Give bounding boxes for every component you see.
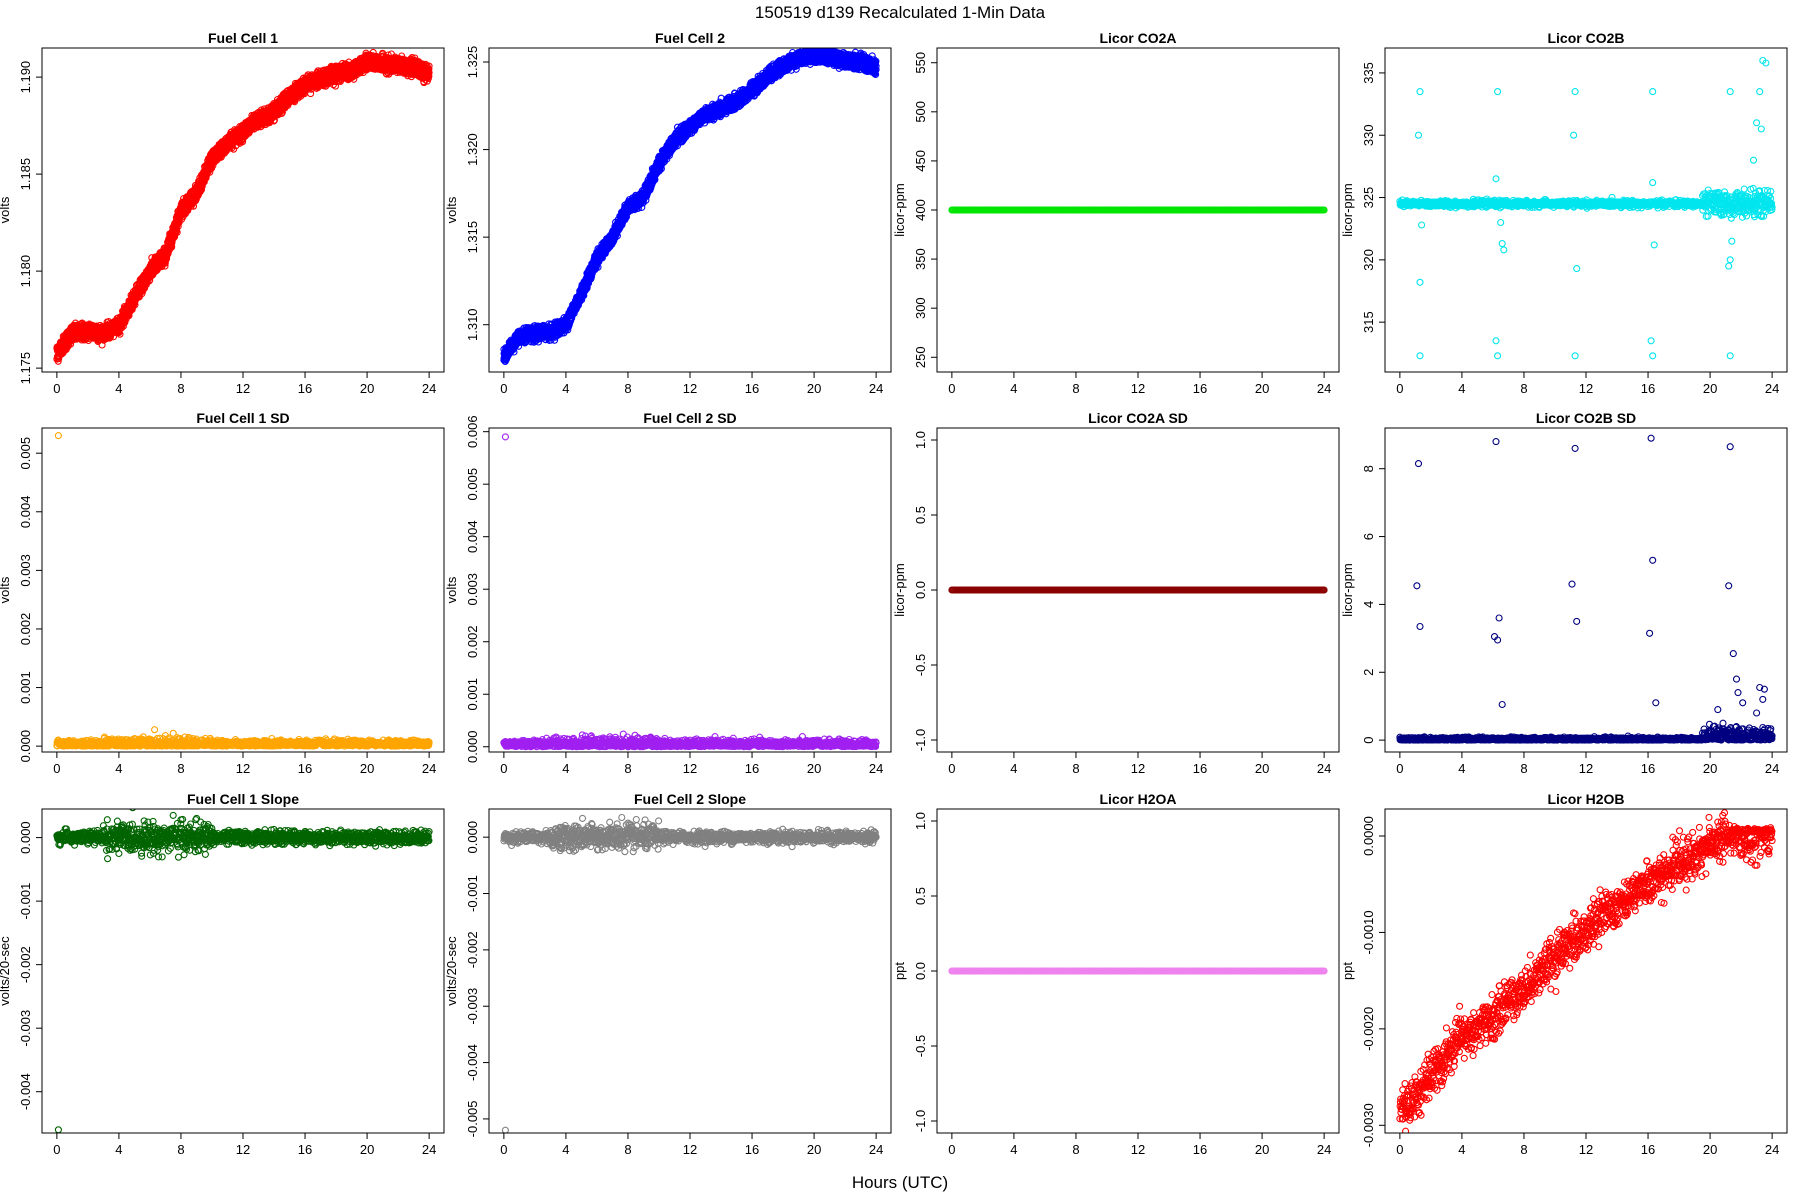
figure-title: 150519 d139 Recalculated 1-Min Data — [755, 3, 1046, 22]
y-tick-label: 1.320 — [465, 133, 480, 166]
data-point — [583, 283, 591, 292]
data-point — [580, 291, 588, 300]
panel-title: Fuel Cell 1 — [208, 30, 278, 46]
x-tick-label: 0 — [500, 381, 507, 396]
plot-frame — [41, 47, 445, 373]
x-tick-label: 16 — [298, 381, 312, 396]
x-tick-label: 8 — [177, 381, 184, 396]
data-points — [53, 48, 433, 365]
y-tick-label: 1.190 — [18, 61, 33, 94]
data-point — [197, 183, 205, 191]
data-point — [174, 222, 182, 230]
data-points — [500, 48, 880, 366]
data-point — [307, 90, 315, 98]
data-point — [642, 196, 650, 204]
data-point — [425, 62, 433, 70]
data-point — [425, 65, 433, 73]
y-tick-label: 1.310 — [465, 308, 480, 341]
x-tick-label: 16 — [745, 381, 759, 396]
x-tick-label: 24 — [869, 381, 883, 396]
y-tick-label: 1.180 — [18, 255, 33, 288]
data-point — [98, 341, 106, 349]
x-tick-label: 12 — [236, 381, 250, 396]
data-point — [425, 69, 433, 77]
y-axis-label: volts — [0, 196, 12, 223]
y-tick-label: 1.185 — [18, 158, 33, 191]
y-tick-label: 1.325 — [465, 46, 480, 79]
x-tick-label: 0 — [53, 381, 60, 396]
panel-1: Fuel Cell 1 volts 0 4 8 12 16 20 24 1.175 1.180 1.1… — [0, 30, 445, 396]
data-point — [331, 82, 340, 90]
panel-2: Fuel Cell 2 volts 0 4 8 12 16 20 24 1.310 1.315 1.3… — [444, 30, 892, 396]
figure-xlabel: Hours (UTC) — [852, 1173, 948, 1192]
panel-title: Fuel Cell 2 — [655, 30, 725, 46]
x-tick-label: 20 — [807, 381, 821, 396]
data-point — [425, 72, 433, 80]
data-point — [200, 178, 208, 186]
x-tick-label: 20 — [360, 381, 374, 396]
panel-grid: Fuel Cell 1 volts 0 4 8 12 16 20 24 1.175 1.180 1.1… — [0, 30, 1788, 1157]
y-axis-label: volts — [444, 196, 459, 223]
x-tick-label: 12 — [683, 381, 697, 396]
x-tick-label: 8 — [624, 381, 631, 396]
data-point — [578, 296, 586, 304]
x-tick-label: 4 — [562, 381, 569, 396]
y-tick-label: 1.315 — [465, 221, 480, 254]
x-tick-label: 4 — [115, 381, 122, 396]
y-tick-label: 1.175 — [18, 352, 33, 385]
data-point — [119, 322, 127, 330]
data-point — [230, 145, 238, 153]
x-tick-label: 24 — [422, 381, 436, 396]
